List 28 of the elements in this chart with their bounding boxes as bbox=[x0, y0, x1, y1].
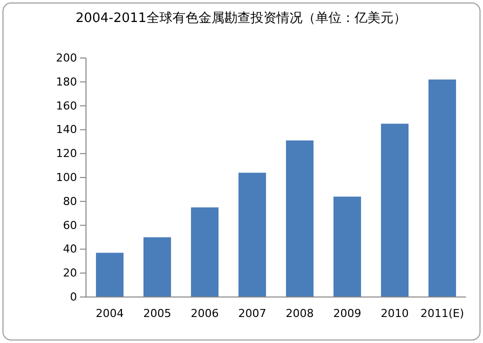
x-tick-label: 2008 bbox=[286, 306, 314, 320]
y-tick-label: 160 bbox=[56, 99, 77, 112]
bar bbox=[333, 196, 362, 297]
bar bbox=[428, 80, 456, 297]
x-tick-label: 2006 bbox=[190, 306, 219, 320]
x-tick-label: 2009 bbox=[333, 306, 362, 320]
bar bbox=[143, 237, 172, 297]
y-tick-label: 120 bbox=[56, 147, 77, 160]
y-tick-label: 180 bbox=[56, 75, 77, 88]
chart-title: 2004-2011全球有色金属勘查投资情况（单位：亿美元） bbox=[76, 10, 406, 26]
x-tick-label: 2011(E) bbox=[420, 306, 464, 320]
bar bbox=[286, 140, 314, 297]
bar bbox=[190, 207, 219, 297]
y-tick-label: 100 bbox=[56, 171, 77, 184]
y-tick-label: 140 bbox=[56, 123, 77, 136]
y-tick-label: 20 bbox=[63, 266, 77, 280]
x-tick-label: 2010 bbox=[380, 306, 409, 320]
y-tick-label: 80 bbox=[63, 194, 77, 208]
bar bbox=[96, 252, 124, 297]
bar bbox=[380, 124, 409, 297]
y-tick-label: 40 bbox=[63, 242, 77, 256]
x-tick-label: 2005 bbox=[143, 306, 172, 320]
y-tick-label: 60 bbox=[63, 218, 77, 232]
y-tick-label: 200 bbox=[56, 52, 77, 65]
bar bbox=[238, 172, 266, 297]
x-tick-label: 2007 bbox=[238, 306, 266, 320]
x-tick-label: 2004 bbox=[96, 306, 124, 320]
y-tick-label: 0 bbox=[70, 290, 77, 304]
